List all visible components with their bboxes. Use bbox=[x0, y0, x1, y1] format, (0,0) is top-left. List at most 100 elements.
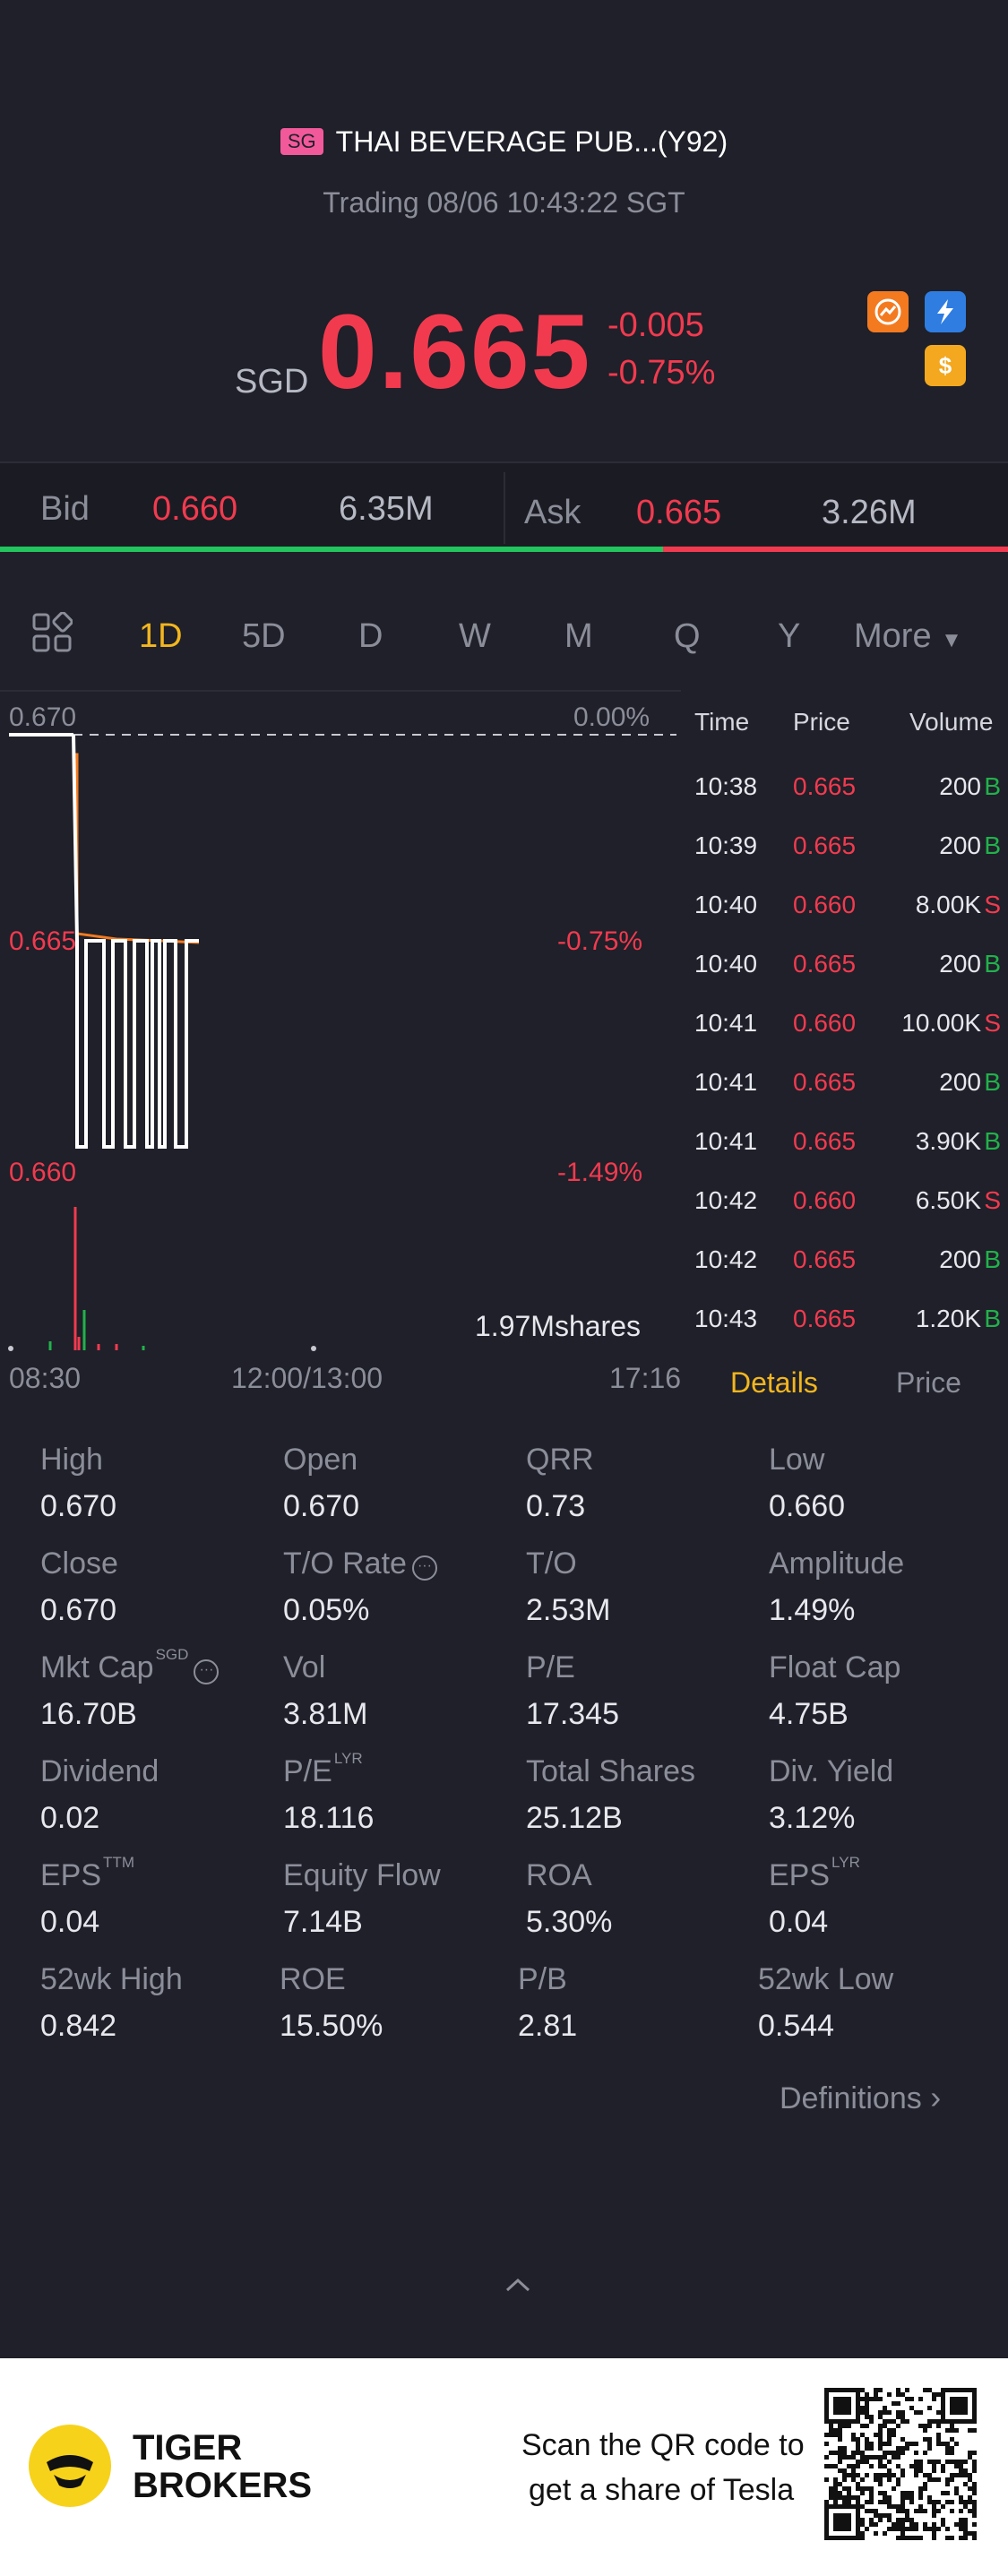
tick-price: 0.665 bbox=[793, 831, 857, 859]
stat-value: 25.12B bbox=[526, 1801, 623, 1835]
tick-time: 10:40 bbox=[694, 950, 758, 978]
stat-label-text: ROA bbox=[526, 1858, 592, 1892]
info-icon[interactable]: ··· bbox=[194, 1659, 220, 1684]
stat-label: P/E bbox=[526, 1650, 575, 1685]
stat-label-sup: LYR bbox=[831, 1854, 860, 1871]
svg-text:$: $ bbox=[939, 352, 952, 379]
time-and-sales[interactable]: Time Price Volume 10:38 0.665 200 B 10:39 0.6… bbox=[681, 690, 1008, 1353]
tick-side: S bbox=[984, 1009, 1001, 1037]
tick-side: S bbox=[984, 891, 1001, 918]
stat-label-text: Vol bbox=[283, 1650, 326, 1684]
tick-side: B bbox=[984, 831, 1001, 859]
tick-price: 0.665 bbox=[793, 1305, 857, 1332]
stat-label: Float Cap bbox=[769, 1650, 900, 1685]
bid-ask-bar: Bid 0.660 6.35M Ask 0.665 3.26M bbox=[0, 461, 1008, 551]
bid-price: 0.660 bbox=[152, 490, 238, 528]
stat-label: P/E LYR bbox=[283, 1750, 363, 1789]
tick-row: 10:40 0.660 8.00K S bbox=[681, 891, 1008, 944]
stat-value: 3.12% bbox=[769, 1801, 856, 1835]
stat-label: QRR bbox=[526, 1443, 594, 1478]
stat-label-text: High bbox=[40, 1443, 103, 1477]
stat-value: 15.50% bbox=[280, 2009, 383, 2043]
tick-time: 10:41 bbox=[694, 1127, 758, 1155]
volume-total: 1.97Mshares bbox=[475, 1310, 641, 1342]
tick-row: 10:39 0.665 200 B bbox=[681, 831, 1008, 885]
tick-time: 10:40 bbox=[694, 891, 758, 918]
divider bbox=[504, 472, 505, 544]
x-axis-start: 08:30 bbox=[9, 1362, 82, 1394]
tick-row: 10:38 0.665 200 B bbox=[681, 772, 1008, 826]
stat-label: 52wk High bbox=[40, 1962, 183, 1997]
tick-volume: 200 bbox=[939, 1245, 981, 1273]
stat-label-text: Dividend bbox=[40, 1754, 159, 1788]
stat-value: 3.81M bbox=[283, 1697, 368, 1731]
tick-time: 10:38 bbox=[694, 772, 758, 800]
tab-more[interactable]: More ▼ bbox=[854, 617, 962, 656]
stat-label: Total Shares bbox=[526, 1754, 695, 1789]
chart-icon[interactable] bbox=[867, 291, 909, 332]
lightning-icon[interactable] bbox=[925, 291, 966, 332]
brand-line-1: TIGER bbox=[133, 2428, 243, 2468]
stat-value: 0.670 bbox=[283, 1489, 360, 1523]
tab-1d[interactable]: 1D bbox=[139, 617, 183, 655]
stat-label-sup: TTM bbox=[103, 1854, 134, 1871]
tab-y[interactable]: Y bbox=[778, 617, 801, 655]
tick-volume: 200 bbox=[939, 772, 981, 800]
tick-price: 0.660 bbox=[793, 1009, 857, 1037]
chevron-up-icon[interactable] bbox=[504, 2276, 532, 2298]
stat-value: 16.70B bbox=[40, 1697, 137, 1731]
tab-w[interactable]: W bbox=[459, 617, 491, 655]
stat-label: Div. Yield bbox=[769, 1754, 893, 1789]
x-axis-end: 17:16 bbox=[609, 1362, 682, 1394]
stat-value: 0.544 bbox=[758, 2009, 835, 2043]
stat-value: 0.04 bbox=[769, 1905, 829, 1939]
currency-label: SGD bbox=[235, 363, 309, 401]
ask-size: 3.26M bbox=[822, 494, 917, 531]
stat-value: 4.75B bbox=[769, 1697, 849, 1731]
tab-details[interactable]: Details bbox=[730, 1366, 818, 1399]
intraday-chart[interactable]: 0.670 0.00% 0.665 -0.75% 0.660 -1.49% 1.… bbox=[0, 690, 681, 1380]
tick-row: 10:42 0.665 200 B bbox=[681, 1245, 1008, 1299]
y-axis-top: 0.670 bbox=[9, 702, 77, 732]
tab-price[interactable]: Price bbox=[896, 1366, 961, 1399]
tick-side: B bbox=[984, 1068, 1001, 1096]
bid-size: 6.35M bbox=[339, 490, 434, 528]
stat-label: Amplitude bbox=[769, 1546, 904, 1581]
caret-down-icon: ▼ bbox=[941, 628, 962, 652]
stat-value: 5.30% bbox=[526, 1905, 613, 1939]
tab-d[interactable]: D bbox=[358, 617, 383, 655]
stat-label-text: Div. Yield bbox=[769, 1754, 894, 1788]
tick-header-price: Price bbox=[793, 708, 850, 736]
axis-dot bbox=[311, 1346, 316, 1351]
tick-row: 10:43 0.665 1.20K B bbox=[681, 1305, 1008, 1358]
stat-label-text: 52wk High bbox=[40, 1962, 183, 1996]
tick-row: 10:40 0.665 200 B bbox=[681, 950, 1008, 1004]
stat-label-text: T/O Rate bbox=[283, 1546, 407, 1581]
tick-row: 10:41 0.665 200 B bbox=[681, 1068, 1008, 1122]
tick-side: B bbox=[984, 772, 1001, 800]
tick-row: 10:42 0.660 6.50K S bbox=[681, 1186, 1008, 1240]
stat-value: 0.670 bbox=[40, 1593, 117, 1627]
tick-time: 10:43 bbox=[694, 1305, 758, 1332]
tab-m[interactable]: M bbox=[564, 617, 593, 655]
stat-label-text: QRR bbox=[526, 1443, 594, 1477]
qr-code-icon[interactable] bbox=[820, 2383, 981, 2545]
y-axis-bottom-pct: -1.49% bbox=[557, 1158, 643, 1187]
stat-label-text: Total Shares bbox=[526, 1754, 695, 1788]
definitions-link[interactable]: Definitions › bbox=[780, 2079, 941, 2116]
stock-title: SG THAI BEVERAGE PUB...(Y92) bbox=[0, 125, 1008, 159]
tab-q[interactable]: Q bbox=[674, 617, 701, 655]
tick-volume: 200 bbox=[939, 831, 981, 859]
stat-label: High bbox=[40, 1443, 103, 1478]
tab-5d[interactable]: 5D bbox=[242, 617, 286, 655]
stat-label-text: Open bbox=[283, 1443, 358, 1477]
dollar-icon[interactable]: $ bbox=[925, 345, 966, 386]
info-icon[interactable]: ··· bbox=[411, 1555, 437, 1581]
market-badge: SG bbox=[280, 128, 323, 155]
stat-label: Open bbox=[283, 1443, 358, 1478]
tab-more-label: More bbox=[854, 617, 932, 655]
stat-label-text: Low bbox=[769, 1443, 825, 1477]
stat-value: 0.73 bbox=[526, 1489, 586, 1523]
grid-icon[interactable] bbox=[31, 611, 73, 662]
stat-value: 0.660 bbox=[769, 1489, 846, 1523]
